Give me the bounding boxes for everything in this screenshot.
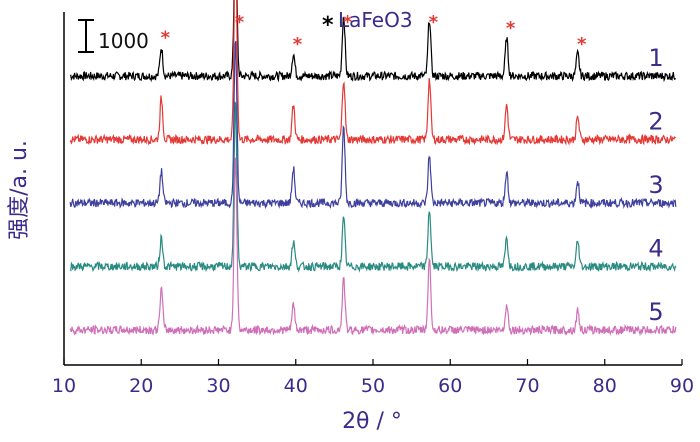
scale-bar: 1000 bbox=[78, 19, 149, 53]
peak-markers-group: * * * * * * * bbox=[161, 12, 587, 55]
x-tick-label: 70 bbox=[515, 375, 539, 397]
curve-label-4: 4 bbox=[648, 235, 663, 263]
peak-marker: * bbox=[235, 12, 245, 33]
curve-3 bbox=[69, 41, 677, 210]
scale-bar-label: 1000 bbox=[98, 29, 149, 53]
x-tick-label: 40 bbox=[284, 375, 308, 397]
curve-1 bbox=[69, 0, 677, 83]
peak-marker: * bbox=[506, 18, 516, 39]
peak-marker: * bbox=[429, 12, 439, 33]
x-ticks-group: 10 20 30 40 50 60 70 80 90 bbox=[52, 359, 694, 397]
peak-marker: * bbox=[577, 34, 587, 55]
curve-label-3: 3 bbox=[648, 171, 663, 199]
x-tick-label: 20 bbox=[129, 375, 153, 397]
curve-labels-group: 1 2 3 4 5 bbox=[648, 44, 663, 326]
peak-marker: * bbox=[343, 12, 353, 33]
curve-4 bbox=[70, 101, 677, 273]
curve-2 bbox=[69, 0, 676, 146]
legend-marker: * bbox=[322, 13, 334, 38]
legend-label: LaFeO3 bbox=[338, 8, 413, 32]
curves-group bbox=[69, 0, 677, 337]
peak-marker: * bbox=[293, 34, 303, 55]
curve-label-2: 2 bbox=[648, 108, 663, 136]
curve-label-1: 1 bbox=[648, 44, 663, 72]
y-axis-title: 强度/a. u. bbox=[7, 140, 32, 240]
curve-label-5: 5 bbox=[648, 298, 663, 326]
x-axis-title: 2θ / ° bbox=[342, 409, 402, 434]
legend: * LaFeO3 bbox=[322, 8, 413, 38]
x-tick-label: 30 bbox=[206, 375, 230, 397]
x-tick-label: 90 bbox=[670, 375, 694, 397]
peak-marker: * bbox=[161, 27, 171, 48]
x-tick-label: 10 bbox=[52, 375, 76, 397]
curve-5 bbox=[69, 157, 677, 337]
x-tick-label: 60 bbox=[438, 375, 462, 397]
x-tick-label: 50 bbox=[361, 375, 385, 397]
x-tick-label: 80 bbox=[593, 375, 617, 397]
